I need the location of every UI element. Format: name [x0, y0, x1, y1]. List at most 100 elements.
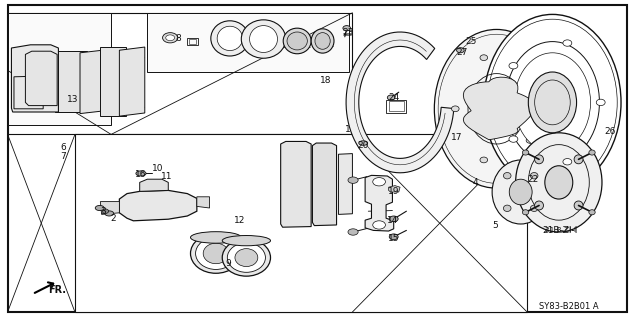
Text: 11: 11 — [161, 172, 172, 181]
Text: 2: 2 — [110, 214, 116, 223]
Ellipse shape — [451, 106, 459, 112]
Ellipse shape — [190, 232, 241, 243]
Polygon shape — [25, 51, 57, 106]
Text: 7: 7 — [60, 152, 67, 161]
Ellipse shape — [457, 48, 464, 53]
Text: 21B-ZI-I: 21B-ZI-I — [542, 226, 578, 235]
Ellipse shape — [359, 141, 368, 145]
Ellipse shape — [492, 160, 549, 224]
Text: 14: 14 — [387, 216, 398, 225]
Text: 4: 4 — [472, 178, 478, 187]
Text: 24: 24 — [388, 93, 399, 102]
Ellipse shape — [563, 40, 572, 46]
Text: 8: 8 — [175, 34, 181, 43]
Ellipse shape — [222, 236, 271, 246]
Ellipse shape — [166, 35, 175, 41]
Ellipse shape — [196, 237, 236, 269]
Text: 16: 16 — [135, 170, 147, 179]
Text: FR.: FR. — [48, 284, 66, 295]
Polygon shape — [338, 154, 352, 214]
Ellipse shape — [480, 55, 488, 60]
Ellipse shape — [227, 243, 265, 272]
Ellipse shape — [535, 155, 544, 164]
Polygon shape — [100, 47, 126, 116]
Polygon shape — [119, 190, 197, 221]
Ellipse shape — [574, 201, 583, 210]
Ellipse shape — [476, 83, 518, 135]
Text: 3: 3 — [100, 207, 107, 216]
Ellipse shape — [514, 53, 591, 152]
Ellipse shape — [211, 21, 249, 56]
Text: 15: 15 — [388, 234, 399, 243]
Ellipse shape — [530, 172, 538, 179]
Ellipse shape — [596, 99, 605, 106]
Ellipse shape — [136, 171, 146, 176]
Text: 6: 6 — [60, 143, 67, 152]
Ellipse shape — [222, 239, 271, 276]
Ellipse shape — [343, 26, 351, 31]
Ellipse shape — [504, 172, 511, 179]
Polygon shape — [119, 47, 145, 116]
Polygon shape — [100, 202, 119, 214]
Ellipse shape — [523, 210, 529, 215]
Ellipse shape — [509, 62, 518, 69]
Ellipse shape — [574, 155, 583, 164]
Polygon shape — [14, 76, 43, 109]
Bar — [147, 13, 349, 72]
Ellipse shape — [348, 177, 358, 183]
Text: 18: 18 — [320, 76, 331, 84]
Bar — [8, 13, 111, 125]
Ellipse shape — [315, 33, 330, 49]
Polygon shape — [389, 186, 400, 192]
Ellipse shape — [203, 243, 229, 264]
Ellipse shape — [528, 72, 577, 133]
Text: 21 B-ZI-I: 21 B-ZI-I — [545, 228, 575, 233]
Polygon shape — [365, 175, 394, 231]
Ellipse shape — [102, 209, 109, 213]
Ellipse shape — [311, 29, 334, 53]
Text: 19: 19 — [388, 188, 399, 196]
Bar — [389, 101, 404, 111]
Ellipse shape — [105, 211, 114, 216]
Bar — [386, 100, 406, 113]
Text: 13: 13 — [67, 95, 79, 104]
Polygon shape — [18, 77, 39, 108]
Polygon shape — [80, 50, 108, 114]
Text: 5: 5 — [492, 221, 498, 230]
Text: 17: 17 — [451, 133, 463, 142]
Ellipse shape — [287, 32, 307, 50]
Ellipse shape — [589, 210, 595, 215]
Text: 27: 27 — [457, 48, 468, 57]
Ellipse shape — [526, 138, 534, 143]
Text: 12: 12 — [234, 216, 246, 225]
Polygon shape — [464, 77, 535, 140]
Bar — [189, 39, 196, 44]
Bar — [75, 134, 527, 312]
Ellipse shape — [516, 133, 602, 232]
Bar — [8, 13, 352, 134]
Ellipse shape — [283, 28, 311, 54]
Polygon shape — [55, 51, 87, 112]
Polygon shape — [140, 179, 168, 191]
Polygon shape — [281, 141, 311, 227]
Ellipse shape — [95, 205, 104, 211]
Text: 10: 10 — [152, 164, 163, 172]
Ellipse shape — [545, 166, 573, 199]
Ellipse shape — [523, 150, 529, 155]
Ellipse shape — [387, 95, 395, 100]
Ellipse shape — [589, 150, 595, 155]
Ellipse shape — [373, 221, 385, 229]
Text: 23: 23 — [342, 28, 354, 36]
Text: 1: 1 — [345, 125, 351, 134]
Ellipse shape — [504, 205, 511, 212]
Ellipse shape — [389, 234, 398, 240]
Text: 26: 26 — [604, 127, 615, 136]
Ellipse shape — [563, 158, 572, 165]
Ellipse shape — [509, 179, 532, 205]
Ellipse shape — [530, 205, 538, 212]
Ellipse shape — [373, 178, 385, 186]
Polygon shape — [197, 197, 210, 208]
Text: 25: 25 — [465, 37, 477, 46]
Ellipse shape — [526, 74, 534, 80]
Ellipse shape — [217, 26, 243, 51]
